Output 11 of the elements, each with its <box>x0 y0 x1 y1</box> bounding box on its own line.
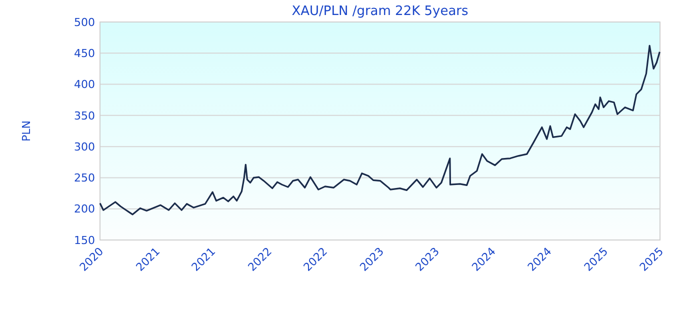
y-tick-label: 500 <box>74 16 95 29</box>
line-series <box>99 44 660 216</box>
chart-title: XAU/PLN /gram 22K 5years <box>292 4 469 19</box>
y-tick-label: 150 <box>74 234 95 247</box>
y-axis-title: PLN <box>20 120 33 142</box>
y-tick-label: 350 <box>74 109 95 122</box>
y-tick-label: 300 <box>74 140 95 154</box>
y-tick-label: 450 <box>74 46 95 60</box>
y-tick-label: 400 <box>74 78 95 92</box>
y-tick-label: 200 <box>74 202 95 216</box>
y-tick-label: 250 <box>74 172 95 185</box>
